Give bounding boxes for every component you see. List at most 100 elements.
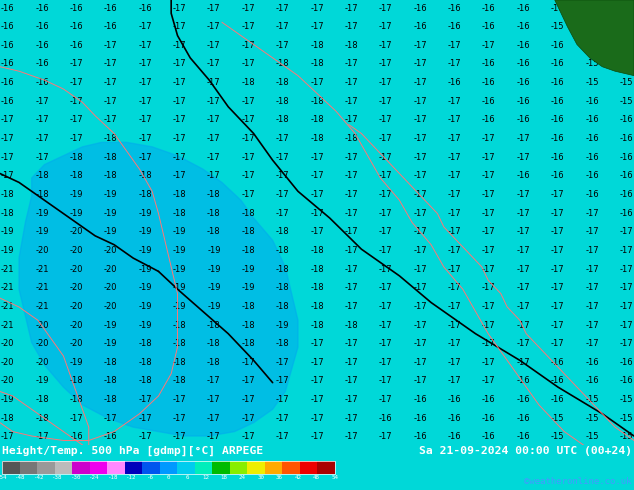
Bar	[2, 461, 20, 474]
Text: -17: -17	[517, 153, 530, 162]
Text: -18: -18	[207, 320, 221, 329]
Bar	[318, 461, 335, 474]
Text: -19: -19	[276, 320, 289, 329]
Text: -17: -17	[1, 134, 15, 143]
Text: -17: -17	[172, 153, 186, 162]
Text: -17: -17	[310, 190, 324, 199]
Text: -17: -17	[551, 302, 564, 311]
Text: -18: -18	[138, 358, 152, 367]
Text: -19: -19	[242, 265, 255, 273]
Text: -16: -16	[551, 134, 564, 143]
Text: -17: -17	[448, 265, 462, 273]
Text: -17: -17	[585, 302, 599, 311]
Text: -15: -15	[585, 78, 598, 87]
Text: -16: -16	[35, 41, 49, 50]
Text: -16: -16	[585, 134, 599, 143]
Text: -17: -17	[242, 116, 255, 124]
Text: -20: -20	[36, 339, 49, 348]
Text: -19: -19	[138, 209, 152, 218]
Text: -18: -18	[138, 172, 152, 180]
Text: -15: -15	[619, 414, 633, 423]
Text: -16: -16	[448, 395, 462, 404]
Text: -15: -15	[619, 59, 633, 69]
Text: -17: -17	[379, 97, 392, 106]
Text: -16: -16	[482, 59, 496, 69]
Text: -17: -17	[276, 209, 290, 218]
Text: -20: -20	[70, 339, 83, 348]
Text: -17: -17	[517, 190, 530, 199]
Text: -17: -17	[138, 59, 152, 69]
Text: -16: -16	[551, 41, 564, 50]
Text: -17: -17	[172, 59, 186, 69]
Text: -16: -16	[619, 134, 633, 143]
Text: -16: -16	[517, 414, 530, 423]
Text: -17: -17	[344, 265, 358, 273]
Text: -17: -17	[344, 116, 358, 124]
Text: -17: -17	[70, 414, 83, 423]
Text: -16: -16	[413, 22, 427, 31]
Text: -17: -17	[138, 41, 152, 50]
Polygon shape	[555, 0, 634, 75]
Text: -17: -17	[344, 246, 358, 255]
Text: -16: -16	[1, 3, 15, 13]
Text: -17: -17	[619, 265, 633, 273]
Text: -16: -16	[517, 116, 530, 124]
Text: -17: -17	[413, 339, 427, 348]
Text: -18: -18	[104, 376, 117, 386]
Text: -17: -17	[242, 3, 255, 13]
Text: -16: -16	[619, 209, 633, 218]
Text: -54: -54	[0, 475, 7, 481]
Text: -16: -16	[585, 116, 599, 124]
Text: -17: -17	[207, 3, 221, 13]
Text: -16: -16	[517, 172, 530, 180]
Text: -18: -18	[242, 209, 255, 218]
Text: -17: -17	[242, 395, 255, 404]
Text: -17: -17	[207, 376, 221, 386]
Text: -17: -17	[276, 3, 290, 13]
Text: -16: -16	[35, 22, 49, 31]
Text: -20: -20	[36, 320, 49, 329]
Text: -16: -16	[551, 116, 564, 124]
Text: -15: -15	[619, 395, 633, 404]
Text: -17: -17	[70, 78, 83, 87]
Text: -17: -17	[482, 153, 496, 162]
Text: -20: -20	[104, 265, 117, 273]
Text: -17: -17	[310, 395, 324, 404]
Text: -16: -16	[35, 78, 49, 87]
Text: -17: -17	[413, 358, 427, 367]
Text: -17: -17	[517, 339, 530, 348]
Text: -18: -18	[310, 41, 324, 50]
Bar	[282, 461, 300, 474]
Text: -16: -16	[448, 414, 462, 423]
Text: -16: -16	[35, 59, 49, 69]
Text: -17: -17	[448, 246, 462, 255]
Text: -17: -17	[379, 172, 392, 180]
Text: -17: -17	[70, 59, 83, 69]
Text: -16: -16	[482, 395, 496, 404]
Text: -16: -16	[104, 3, 117, 13]
Text: -17: -17	[517, 320, 530, 329]
Text: -18: -18	[310, 59, 324, 69]
Text: -17: -17	[1, 432, 15, 441]
Text: -17: -17	[207, 59, 221, 69]
Text: -17: -17	[104, 41, 117, 50]
Text: -18: -18	[172, 320, 186, 329]
Text: -17: -17	[413, 97, 427, 106]
Text: -20: -20	[104, 302, 117, 311]
Text: -17: -17	[242, 414, 255, 423]
Text: -17: -17	[517, 134, 530, 143]
Text: -17: -17	[482, 320, 496, 329]
Text: -19: -19	[207, 246, 221, 255]
Text: -30: -30	[71, 475, 81, 481]
Text: Height/Temp. 500 hPa [gdmp][°C] ARPEGE: Height/Temp. 500 hPa [gdmp][°C] ARPEGE	[2, 446, 263, 456]
Text: -17: -17	[35, 432, 49, 441]
Text: -16: -16	[70, 432, 83, 441]
Text: -16: -16	[448, 22, 462, 31]
Text: -16: -16	[551, 395, 564, 404]
Text: -17: -17	[551, 339, 564, 348]
Text: -16: -16	[585, 172, 599, 180]
Text: -17: -17	[70, 97, 83, 106]
Text: -16: -16	[551, 59, 564, 69]
Text: -17: -17	[379, 227, 392, 236]
Text: -16: -16	[517, 395, 530, 404]
